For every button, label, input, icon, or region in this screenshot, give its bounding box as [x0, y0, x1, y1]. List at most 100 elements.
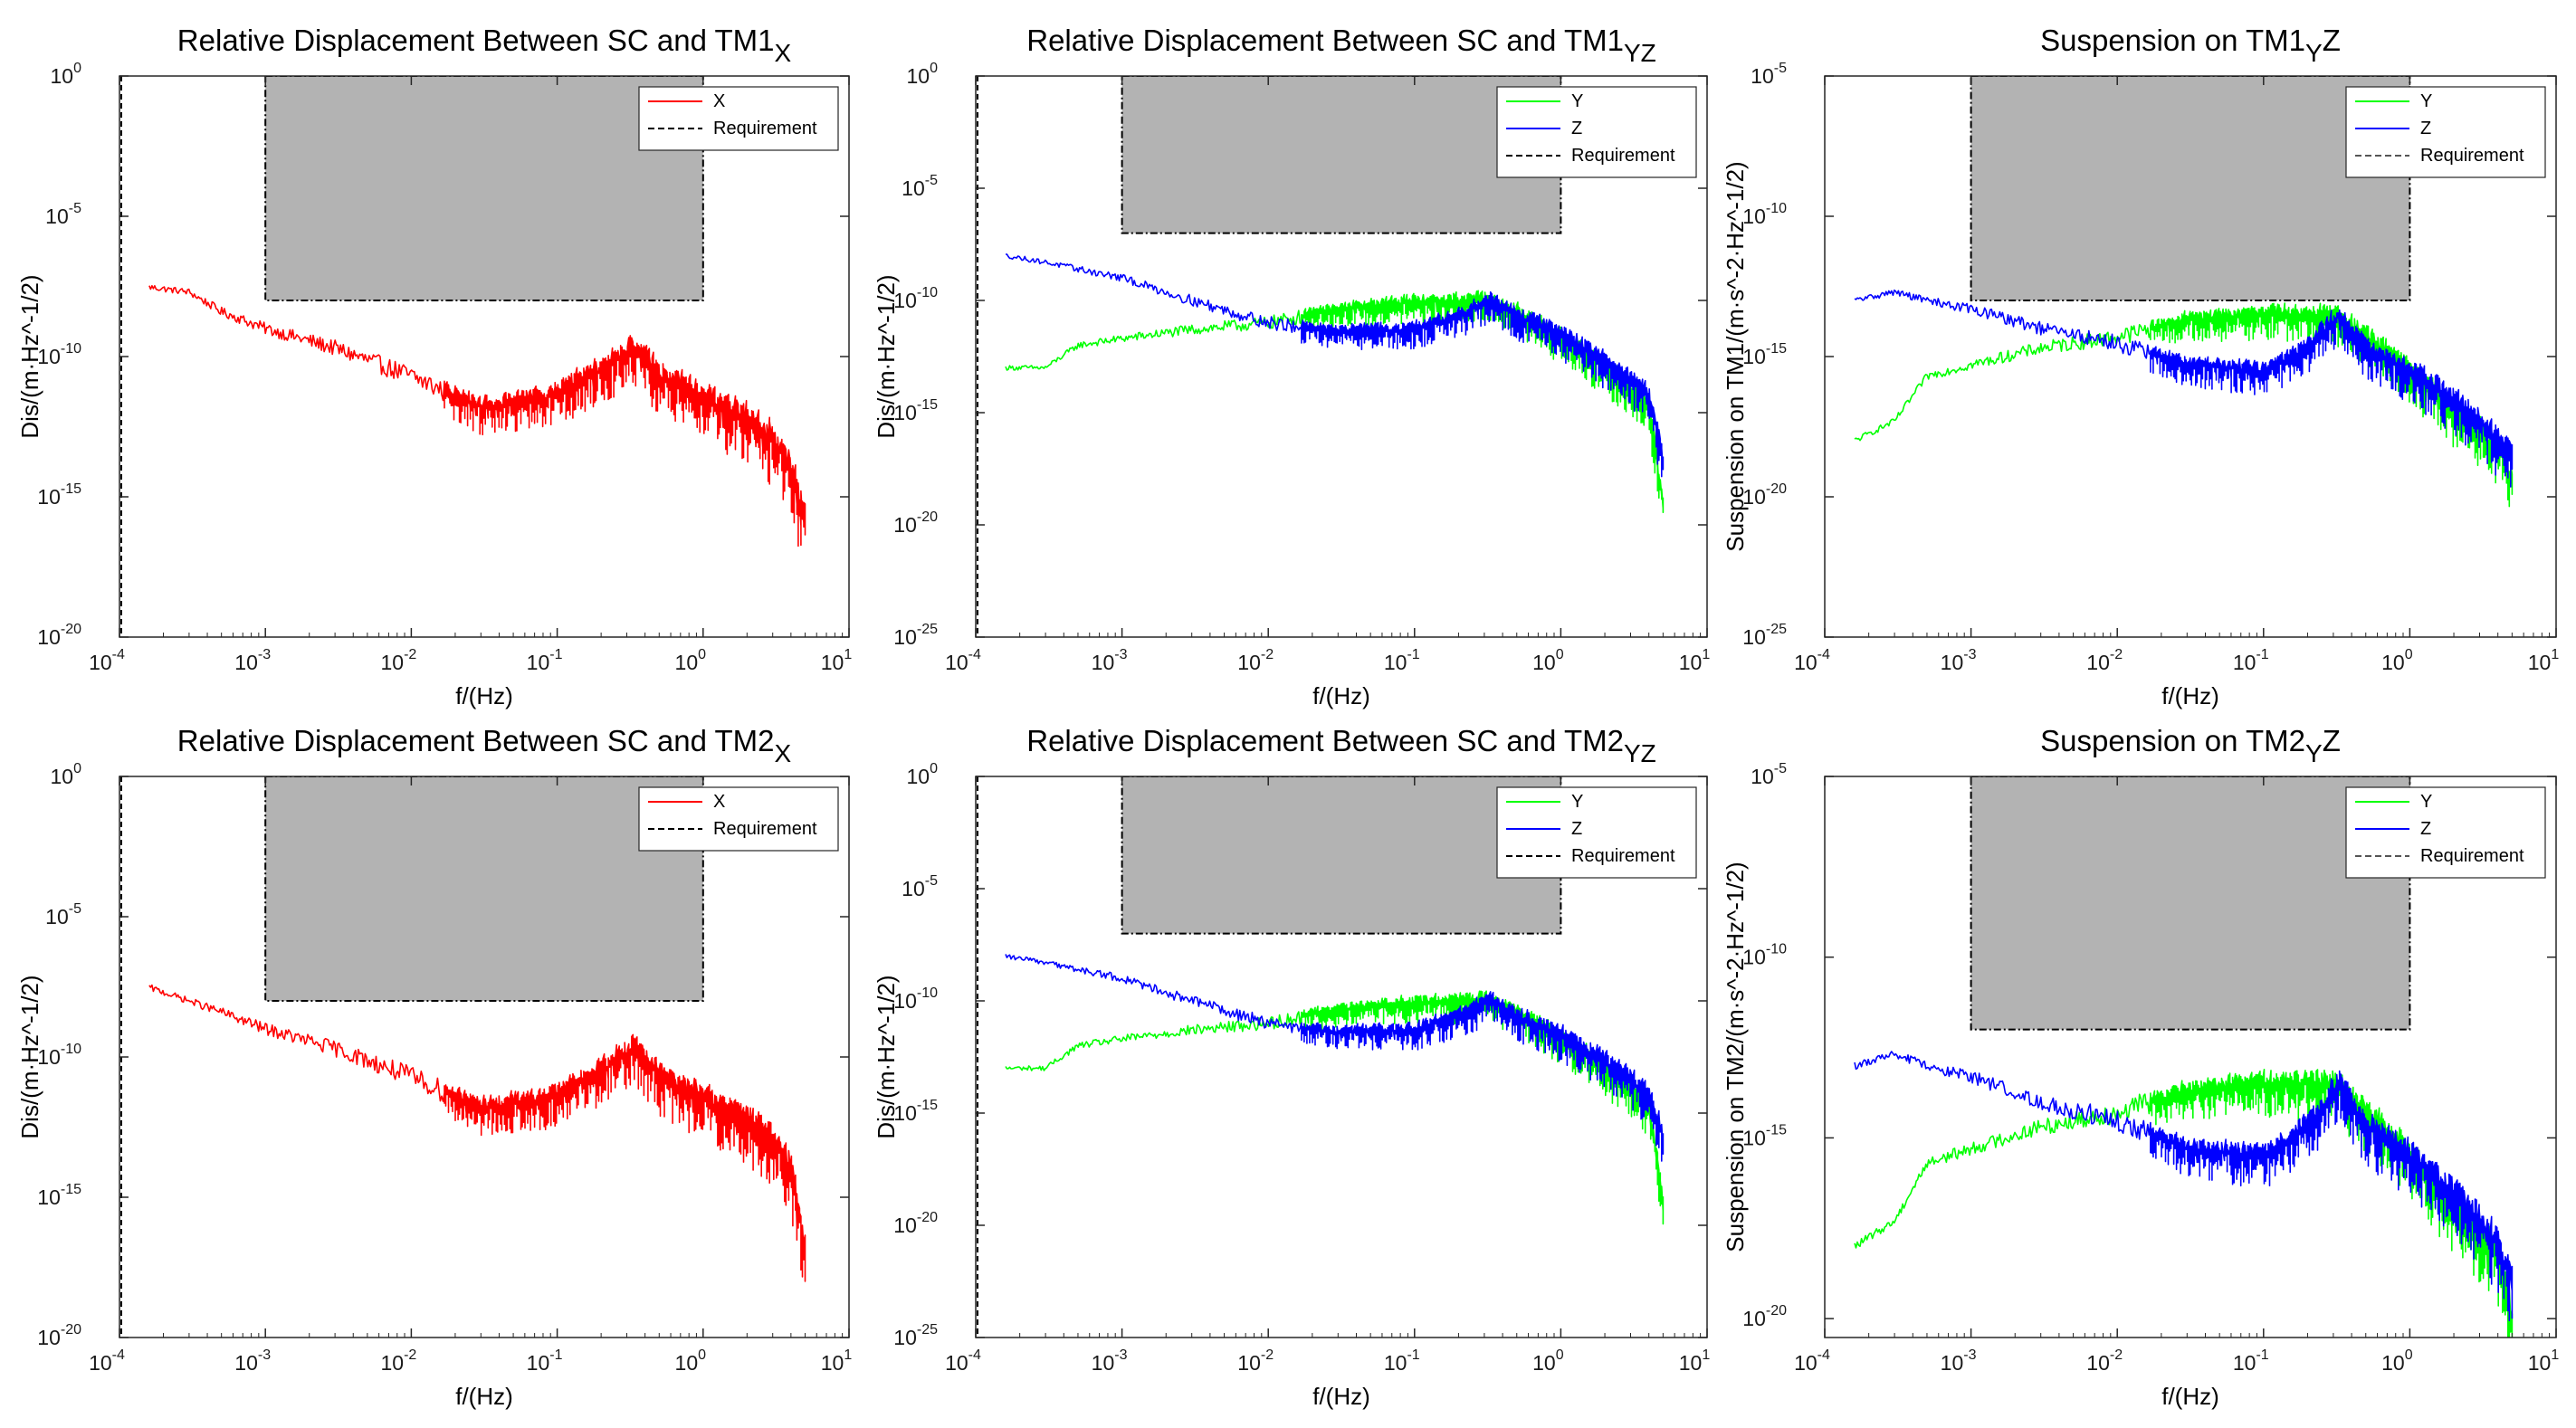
x-tick-label: 10-4	[945, 1347, 981, 1375]
y-axis-label: Suspension on TM1/(m·s^-2·Hz^-1/2)	[1722, 161, 1749, 551]
x-tick-label: 10-1	[527, 1347, 563, 1375]
x-tick-label: 101	[1679, 647, 1711, 674]
legend-label-y: Y	[2420, 792, 2432, 812]
y-tick-label: 10-10	[1742, 942, 1787, 969]
x-tick-label: 10-1	[2233, 1347, 2269, 1375]
x-tick-label: 10-3	[1941, 1347, 1977, 1375]
x-tick-label: 10-2	[380, 647, 416, 674]
x-tick-label: 10-2	[2086, 647, 2123, 674]
x-tick-label: 101	[2528, 647, 2560, 674]
chart-title: Relative Displacement Between SC and TM1…	[177, 24, 792, 67]
legend-label-requirement: Requirement	[1571, 846, 1675, 866]
y-tick-label: 10-5	[902, 173, 938, 200]
y-tick-label: 100	[51, 761, 82, 788]
y-tick-label: 10-20	[37, 1322, 81, 1349]
x-tick-label: 101	[1679, 1347, 1711, 1375]
y-tick-label: 10-5	[45, 901, 81, 928]
x-tick-label: 10-4	[1794, 647, 1830, 674]
legend-label-x: X	[713, 792, 725, 812]
legend-label-z: Z	[2420, 819, 2431, 839]
plot-area	[120, 76, 806, 637]
x-tick-label: 10-1	[2233, 647, 2269, 674]
legend-label-z: Z	[1571, 119, 1582, 138]
y-tick-label: 10-10	[893, 985, 938, 1013]
x-tick-label: 10-3	[234, 647, 271, 674]
x-tick-label: 10-2	[1237, 1347, 1274, 1375]
plot-area	[1854, 776, 2514, 1338]
plot-area	[1854, 76, 2514, 508]
axes-frame	[1824, 776, 2557, 1338]
y-axis-label: Dis/(m·Hz^-1/2)	[873, 274, 900, 438]
x-tick-label: 101	[2528, 1347, 2560, 1375]
x-axis-label: f/(Hz)	[2161, 682, 2219, 709]
chart-title: Relative Displacement Between SC and TM2…	[177, 724, 792, 767]
y-tick-label: 10-15	[37, 1182, 81, 1209]
x-tick-label: 10-4	[89, 1347, 125, 1375]
y-tick-label: 10-20	[37, 622, 81, 649]
legend: YZ Requirement	[2345, 86, 2546, 178]
plot-area	[977, 76, 1665, 637]
y-tick-label: 10-20	[1742, 481, 1787, 509]
x-tick-label: 10-3	[234, 1347, 271, 1375]
legend-label-requirement: Requirement	[713, 119, 817, 138]
y-tick-label: 10-20	[893, 509, 938, 537]
x-tick-label: 100	[675, 647, 707, 674]
x-tick-label: 10-4	[1794, 1347, 1830, 1375]
y-tick-label: 10-20	[1742, 1303, 1787, 1330]
x-tick-label: 101	[821, 647, 853, 674]
y-tick-label: 100	[51, 61, 82, 88]
x-axis-label: f/(Hz)	[2161, 1383, 2219, 1410]
x-tick-label: 101	[821, 1347, 853, 1375]
panel-5: 10-4 10-3 10-2 10-1 100 101 10-25 10-20 10-15 10-…	[873, 724, 1710, 1410]
series-x-line	[148, 285, 806, 547]
legend-label-x: X	[713, 91, 725, 111]
legend-label-requirement: Requirement	[1571, 146, 1675, 166]
x-tick-label: 10-3	[1092, 647, 1128, 674]
x-tick-label: 10-1	[1384, 647, 1420, 674]
plot-area	[977, 776, 1665, 1338]
x-axis-label: f/(Hz)	[1312, 1383, 1370, 1410]
y-tick-label: 10-20	[893, 1210, 938, 1237]
series-z-line	[1854, 1051, 2514, 1321]
y-tick-label: 10-10	[893, 285, 938, 312]
x-axis-label: f/(Hz)	[455, 682, 513, 709]
chart-title: Relative Displacement Between SC and TM1…	[1026, 24, 1656, 67]
chart-title: Suspension on TM2YZ	[2040, 724, 2341, 767]
legend: YZ Requirement	[1496, 786, 1697, 879]
y-tick-label: 100	[907, 761, 939, 788]
x-tick-label: 10-2	[1237, 647, 1274, 674]
y-axis-label: Dis/(m·Hz^-1/2)	[873, 975, 900, 1138]
x-axis-label: f/(Hz)	[1312, 682, 1370, 709]
x-tick-label: 100	[1532, 647, 1564, 674]
legend-label-z: Z	[1571, 819, 1582, 839]
chart-title: Suspension on TM1YZ	[2040, 24, 2341, 67]
requirement-region	[1970, 76, 2411, 301]
x-tick-label: 10-3	[1941, 647, 1977, 674]
y-axis-label: Suspension on TM2/(m·s^-2·Hz^-1/2)	[1722, 862, 1749, 1252]
legend: YZ Requirement	[1496, 86, 1697, 178]
legend: YZ Requirement	[2345, 786, 2546, 879]
legend: X Requirement	[638, 86, 839, 151]
requirement-region	[1121, 76, 1562, 234]
y-tick-label: 10-5	[1751, 61, 1787, 88]
series-z-line	[1854, 289, 2514, 488]
panel-1: 10-4 10-3 10-2 10-1 100 101 10-20 10-15 10-10 10-…	[16, 24, 852, 709]
y-tick-label: 10-10	[37, 1042, 81, 1069]
series-z-line	[1006, 253, 1665, 478]
panel-6: 10-4 10-3 10-2 10-1 100 101 10-20 10-15 10-10 10-…	[1722, 724, 2559, 1410]
y-tick-label: 10-10	[37, 341, 81, 368]
legend-label-requirement: Requirement	[2420, 846, 2524, 866]
legend-label-requirement: Requirement	[713, 819, 817, 839]
x-tick-label: 10-2	[380, 1347, 416, 1375]
y-axis-label: Dis/(m·Hz^-1/2)	[16, 975, 43, 1138]
x-tick-label: 100	[675, 1347, 707, 1375]
y-tick-label: 10-5	[902, 873, 938, 900]
x-tick-label: 10-1	[1384, 1347, 1420, 1375]
x-tick-label: 10-4	[945, 647, 981, 674]
legend-box	[638, 786, 839, 852]
requirement-region	[264, 776, 704, 1002]
x-tick-label: 10-3	[1092, 1347, 1128, 1375]
panel-3: 10-4 10-3 10-2 10-1 100 101 10-25 10-20 10-15 10-…	[1722, 24, 2559, 709]
series-x-line	[148, 984, 806, 1282]
